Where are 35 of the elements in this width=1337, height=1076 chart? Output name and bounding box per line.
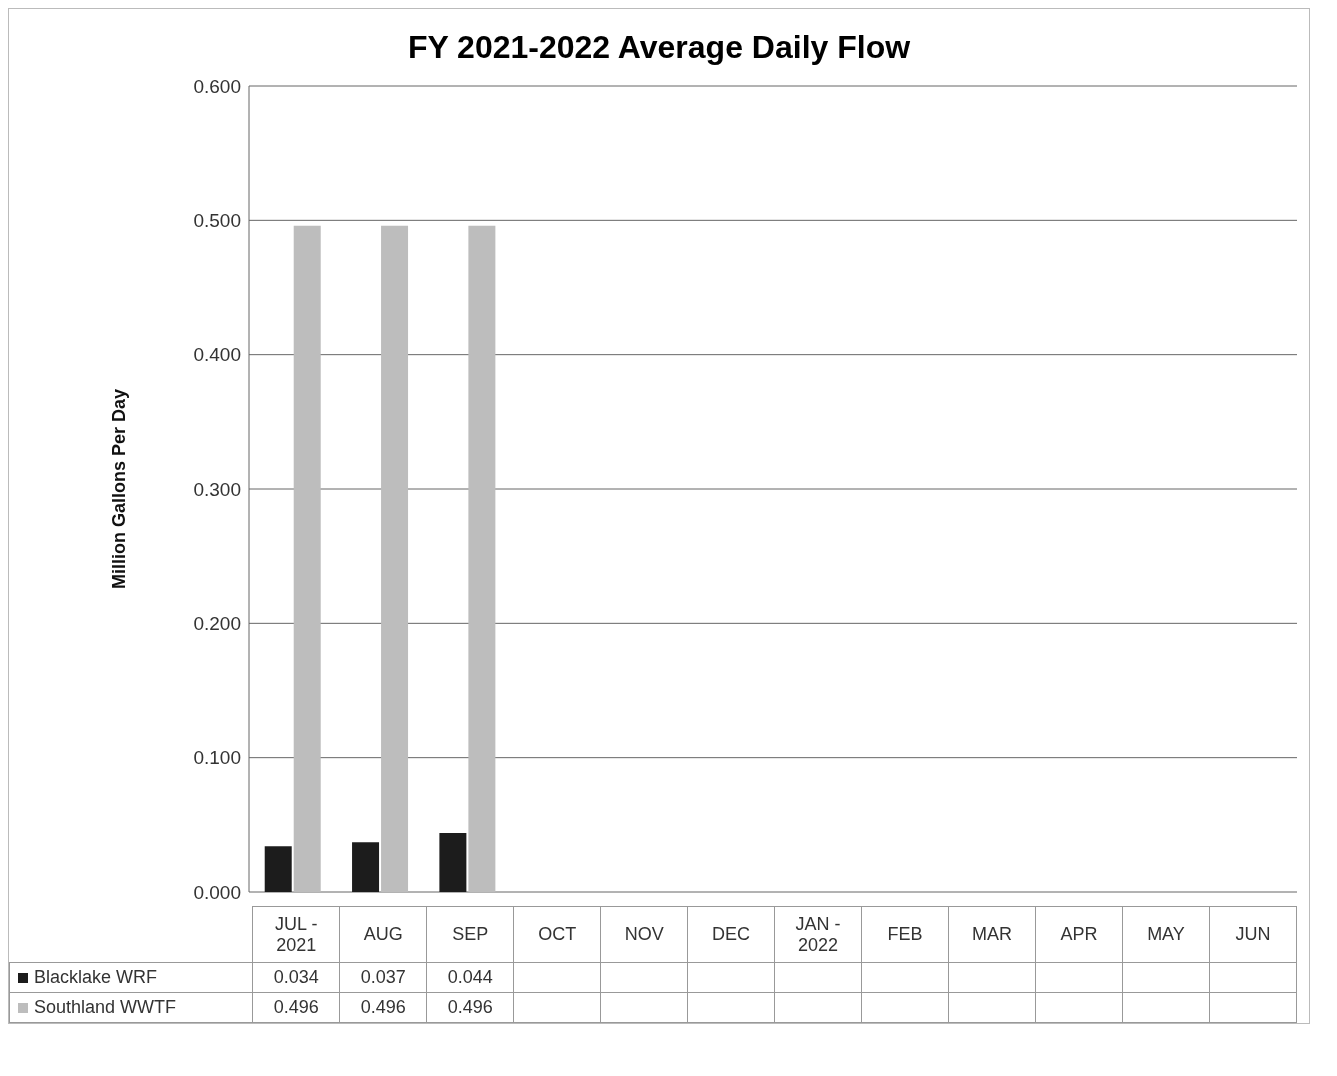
bar: [293, 225, 321, 892]
x-tick-label: APR: [1035, 906, 1123, 963]
chart-title: FY 2021-2022 Average Daily Flow: [406, 28, 912, 67]
bar: [352, 842, 380, 892]
x-tick-label: SEP: [426, 906, 514, 963]
x-tick-label: AUG: [339, 906, 427, 963]
y-tick-label: 0.000: [193, 881, 241, 903]
x-tick-label: DEC: [687, 906, 775, 963]
data-label: 0.034: [252, 962, 340, 993]
x-tick-label: JAN - 2022: [774, 906, 862, 963]
bar: [264, 846, 292, 892]
y-tick-label: 0.200: [193, 613, 241, 635]
x-tick-label: FEB: [861, 906, 949, 963]
x-tick-label: NOV: [600, 906, 688, 963]
legend-label: Southland WWTF: [9, 992, 253, 1023]
data-label: 0.496: [252, 992, 340, 1023]
y-tick-label: 0.100: [193, 747, 241, 769]
x-tick-label: OCT: [513, 906, 601, 963]
legend-label: Blacklake WRF: [9, 962, 253, 993]
y-tick-label: 0.500: [193, 210, 241, 232]
bar: [381, 225, 409, 892]
data-label: 0.496: [426, 992, 514, 1023]
data-label: 0.037: [339, 962, 427, 993]
data-label: 0.496: [339, 992, 427, 1023]
y-tick-label: 0.400: [193, 344, 241, 366]
x-tick-label: JUN: [1209, 906, 1297, 963]
y-axis-title: Million Gallons Per Day: [109, 388, 130, 590]
x-tick-label: MAR: [948, 906, 1036, 963]
x-tick-label: MAY: [1122, 906, 1210, 963]
data-label: 0.044: [426, 962, 514, 993]
bar: [468, 225, 496, 892]
bar: [439, 832, 467, 892]
x-tick-label: JUL - 2021: [252, 906, 340, 963]
y-tick-label: 0.600: [193, 75, 241, 97]
y-tick-label: 0.300: [193, 478, 241, 500]
